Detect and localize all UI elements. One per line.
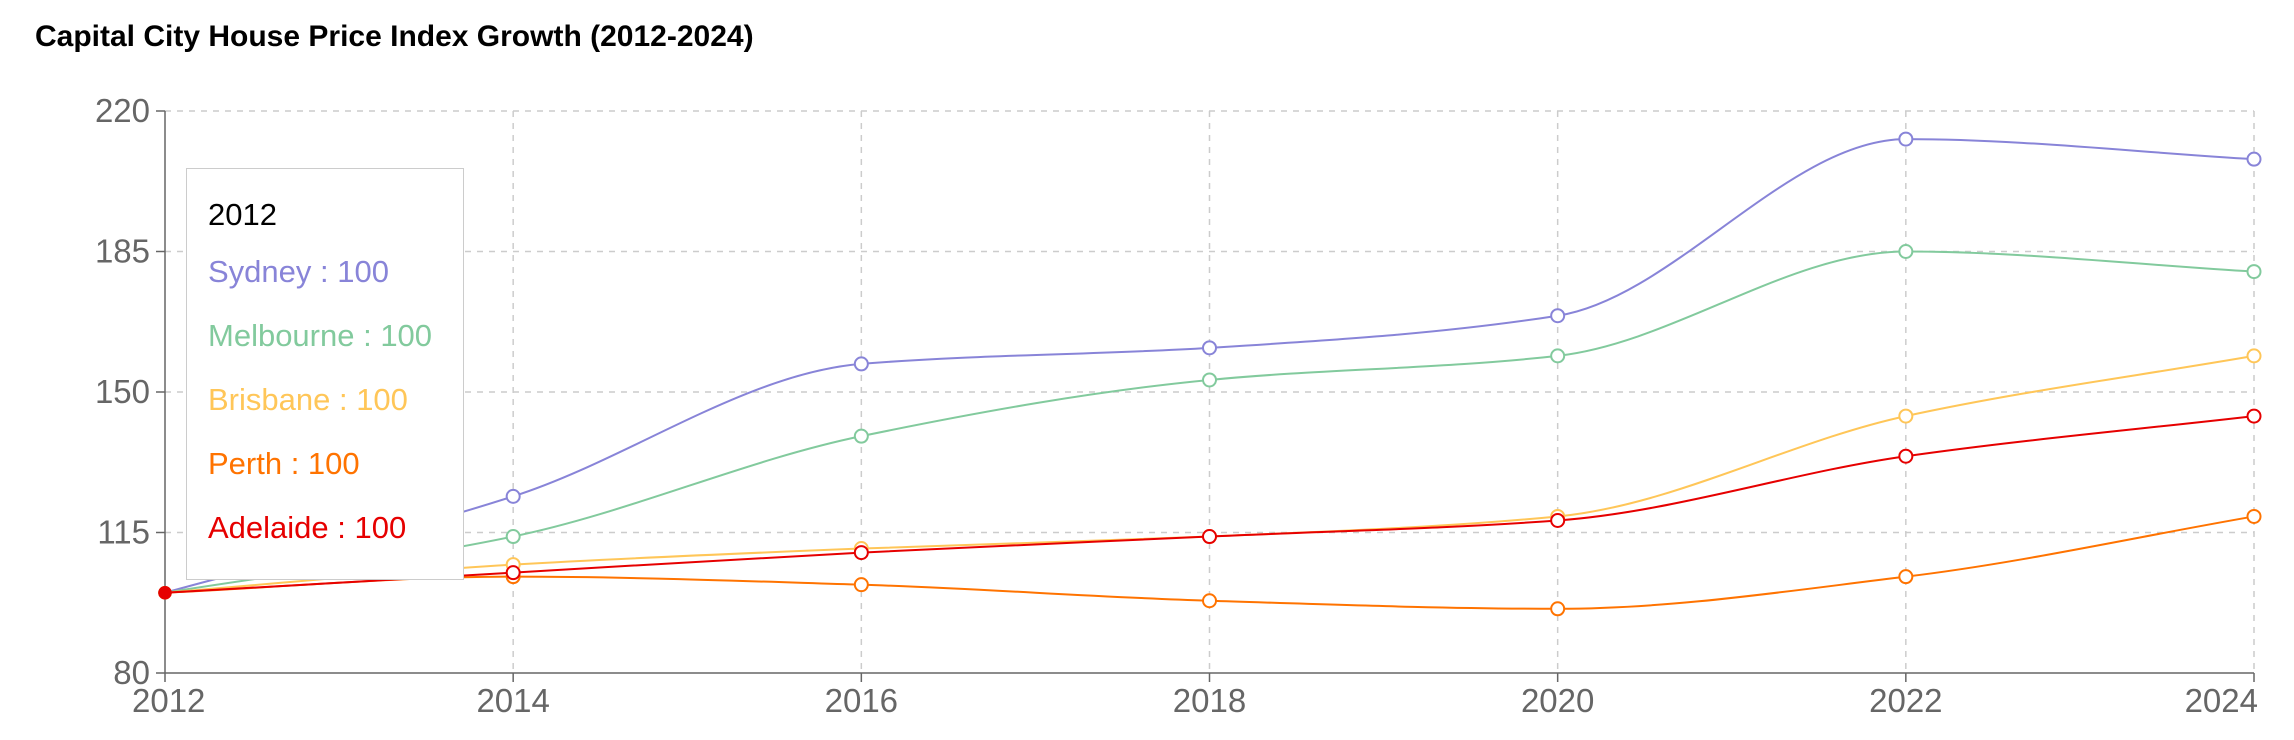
data-point-perth[interactable] bbox=[1898, 569, 1914, 585]
x-tick-label: 2018 bbox=[1173, 682, 1246, 719]
data-point-sydney[interactable] bbox=[505, 488, 521, 504]
y-tick-label: 80 bbox=[113, 654, 150, 691]
tooltip: 2012 Sydney : 100 Melbourne : 100 Brisba… bbox=[186, 168, 464, 580]
data-point-adelaide[interactable] bbox=[1898, 448, 1914, 464]
x-tick-label: 2020 bbox=[1521, 682, 1594, 719]
tooltip-item-brisbane: Brisbane : 100 bbox=[208, 382, 408, 417]
data-point-adelaide[interactable] bbox=[853, 545, 869, 561]
data-point-adelaide[interactable] bbox=[505, 565, 521, 581]
y-tick-label: 185 bbox=[95, 233, 150, 270]
data-point-perth[interactable] bbox=[1202, 593, 1217, 609]
data-point-sydney[interactable] bbox=[1898, 131, 1914, 147]
data-point-adelaide[interactable] bbox=[2246, 408, 2262, 424]
data-point-sydney[interactable] bbox=[853, 356, 869, 372]
data-point-sydney[interactable] bbox=[2246, 151, 2262, 167]
chart-title: Capital City House Price Index Growth (2… bbox=[35, 20, 754, 53]
tooltip-item-melbourne: Melbourne : 100 bbox=[208, 318, 433, 353]
grid bbox=[165, 110, 2255, 673]
series-lines bbox=[158, 131, 2262, 617]
tooltip-item-sydney: Sydney : 100 bbox=[208, 254, 389, 289]
data-point-adelaide[interactable] bbox=[1202, 529, 1217, 545]
data-point-perth[interactable] bbox=[853, 577, 869, 593]
data-point-brisbane[interactable] bbox=[2246, 348, 2262, 364]
y-tick-label: 115 bbox=[97, 514, 150, 551]
data-point-melbourne[interactable] bbox=[1550, 348, 1566, 364]
data-point-melbourne[interactable] bbox=[1898, 244, 1914, 259]
data-point-melbourne[interactable] bbox=[1202, 372, 1217, 388]
data-point-perth[interactable] bbox=[2246, 508, 2262, 524]
data-point-melbourne[interactable] bbox=[2246, 264, 2262, 280]
tooltip-item-adelaide: Adelaide : 100 bbox=[208, 510, 407, 545]
y-tick-label: 220 bbox=[95, 92, 150, 129]
y-tick-label: 150 bbox=[95, 373, 150, 410]
x-tick-label: 2024 bbox=[2185, 682, 2258, 719]
x-tick-label: 2016 bbox=[825, 682, 898, 719]
x-tick-label: 2022 bbox=[1869, 682, 1942, 719]
tooltip-title: 2012 bbox=[208, 197, 277, 232]
data-point-sydney[interactable] bbox=[1202, 340, 1217, 356]
active-point-adelaide[interactable] bbox=[158, 585, 172, 600]
x-tick-label: 2012 bbox=[132, 682, 205, 719]
x-tick-label: 2014 bbox=[476, 682, 549, 719]
data-point-adelaide[interactable] bbox=[1550, 512, 1566, 528]
tooltip-item-perth: Perth : 100 bbox=[208, 446, 360, 481]
data-point-brisbane[interactable] bbox=[1898, 408, 1914, 424]
tick-labels: 80 115 150 185 220 2012 2014 2016 2018 2020 2022 20… bbox=[95, 92, 2258, 719]
data-point-perth[interactable] bbox=[1550, 601, 1566, 617]
data-point-melbourne[interactable] bbox=[853, 428, 869, 444]
data-point-melbourne[interactable] bbox=[505, 529, 521, 545]
axes bbox=[156, 110, 2255, 682]
data-point-sydney[interactable] bbox=[1550, 308, 1566, 324]
